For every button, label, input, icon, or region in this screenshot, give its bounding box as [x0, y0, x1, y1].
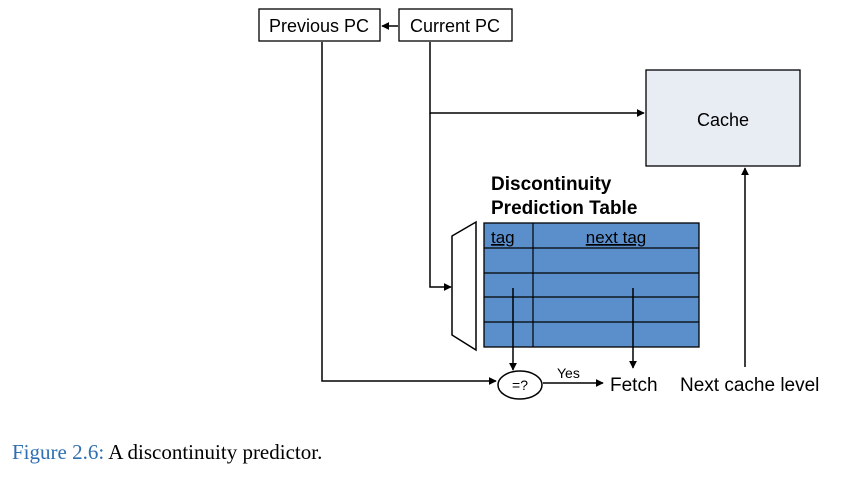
discontinuity-predictor-diagram: Previous PC Current PC Cache Discontinui…	[258, 8, 819, 400]
comparator-label: =?	[512, 377, 528, 393]
current-pc-box: Current PC	[398, 8, 513, 42]
fetch-label: Fetch	[610, 375, 658, 396]
yes-label: Yes	[557, 365, 580, 381]
cache-label: Cache	[697, 110, 749, 130]
previous-pc-to-comparator-arrow	[321, 42, 497, 385]
current-pc-label: Current PC	[410, 16, 500, 36]
current-pc-to-cache-arrow	[429, 42, 645, 117]
table-title-line2: Prediction Table	[491, 198, 637, 219]
figure-label: Figure 2.6:	[12, 440, 105, 464]
comparator: =?	[497, 370, 543, 400]
cache-box: Cache	[645, 69, 801, 167]
figure-caption-text: A discontinuity predictor.	[108, 440, 323, 464]
table-title-line1: Discontinuity	[491, 174, 612, 195]
next-cache-level-label: Next cache level	[680, 375, 819, 396]
previous-pc-box: Previous PC	[258, 8, 381, 42]
figure-caption: Figure 2.6: A discontinuity predictor.	[12, 440, 322, 465]
current-pc-to-mux-arrow	[429, 113, 452, 291]
index-mux	[451, 220, 477, 352]
table-header-next-tag: next tag	[586, 228, 647, 247]
table-header-tag: tag	[491, 228, 515, 247]
prediction-table: tag next tag	[483, 222, 700, 348]
previous-pc-label: Previous PC	[269, 16, 369, 36]
